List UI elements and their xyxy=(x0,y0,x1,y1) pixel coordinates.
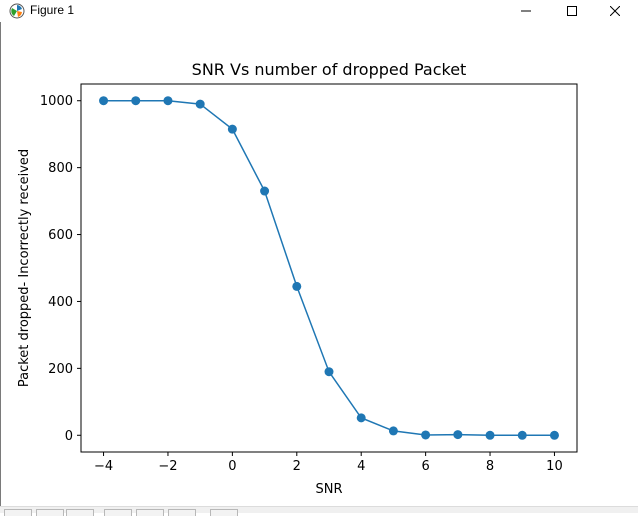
x-tick-label: 10 xyxy=(546,459,563,474)
y-axis-ticks: 0 200 400 600 800 1000 xyxy=(40,94,81,444)
y-tick-label: 1000 xyxy=(40,94,73,109)
window-left-border xyxy=(0,0,1,512)
y-tick-label: 800 xyxy=(48,161,73,176)
x-tick-label: 6 xyxy=(421,459,429,474)
minimize-icon xyxy=(521,10,531,12)
close-icon xyxy=(610,6,620,16)
data-point xyxy=(421,430,431,440)
configure-icon[interactable] xyxy=(168,509,196,516)
x-tick-label: −2 xyxy=(158,459,177,474)
data-point xyxy=(99,96,109,106)
x-tick-label: 8 xyxy=(486,459,494,474)
y-tick-label: 0 xyxy=(65,429,73,444)
data-point xyxy=(485,430,495,440)
maximize-icon xyxy=(567,6,577,16)
minimize-button[interactable] xyxy=(503,0,549,22)
x-tick-label: 4 xyxy=(357,459,365,474)
line-chart: SNR Vs number of dropped Packet SNR Pack… xyxy=(17,60,578,497)
matplotlib-icon xyxy=(9,3,25,19)
data-point xyxy=(195,99,205,109)
y-axis-label: Packet dropped- Incorrectly received xyxy=(17,149,32,387)
plot-area xyxy=(80,83,578,453)
maximize-button[interactable] xyxy=(549,0,595,22)
x-tick-label: 0 xyxy=(228,459,236,474)
y-tick-label: 200 xyxy=(48,362,73,377)
home-icon[interactable] xyxy=(4,509,32,516)
pan-icon[interactable] xyxy=(104,509,132,516)
data-point xyxy=(388,426,398,436)
close-button[interactable] xyxy=(592,0,638,22)
data-point xyxy=(549,430,559,440)
x-tick-label: 2 xyxy=(293,459,301,474)
forward-icon[interactable] xyxy=(66,509,94,516)
title-bar: Figure 1 xyxy=(0,0,638,22)
data-point xyxy=(260,186,270,196)
data-point xyxy=(131,96,141,106)
zoom-icon[interactable] xyxy=(136,509,164,516)
series-markers xyxy=(99,96,559,440)
x-axis-ticks: −4 −2 0 2 4 6 8 10 xyxy=(94,452,563,474)
data-point xyxy=(227,124,237,134)
save-icon[interactable] xyxy=(210,509,238,516)
x-tick-label: −4 xyxy=(94,459,113,474)
back-icon[interactable] xyxy=(36,509,64,516)
data-point xyxy=(453,430,463,440)
data-point xyxy=(292,281,302,291)
window-title: Figure 1 xyxy=(30,3,75,17)
chart-title: SNR Vs number of dropped Packet xyxy=(192,60,467,79)
y-tick-label: 600 xyxy=(48,228,73,243)
y-tick-label: 400 xyxy=(48,295,73,310)
x-axis-label: SNR xyxy=(315,482,342,497)
data-point xyxy=(324,367,334,377)
data-point xyxy=(356,413,366,423)
figure-canvas[interactable]: SNR Vs number of dropped Packet SNR Pack… xyxy=(0,22,638,506)
data-point xyxy=(163,96,173,106)
data-point xyxy=(517,430,527,440)
